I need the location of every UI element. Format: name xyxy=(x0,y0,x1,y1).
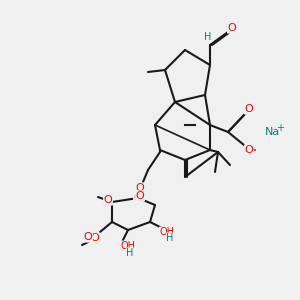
Text: O: O xyxy=(91,233,99,243)
Text: O: O xyxy=(136,183,144,193)
Text: O: O xyxy=(228,23,236,33)
Text: OH: OH xyxy=(121,241,136,251)
Text: H: H xyxy=(126,248,134,258)
Text: +: + xyxy=(276,123,284,133)
Text: O: O xyxy=(136,191,144,201)
Text: O: O xyxy=(103,195,112,205)
Text: H: H xyxy=(204,32,212,42)
Text: H: H xyxy=(166,233,174,243)
Text: O: O xyxy=(84,232,92,242)
Text: Na: Na xyxy=(264,127,280,137)
Text: O: O xyxy=(244,145,253,155)
Text: OH: OH xyxy=(160,227,175,237)
Text: O: O xyxy=(134,193,142,203)
Text: O: O xyxy=(244,104,253,114)
